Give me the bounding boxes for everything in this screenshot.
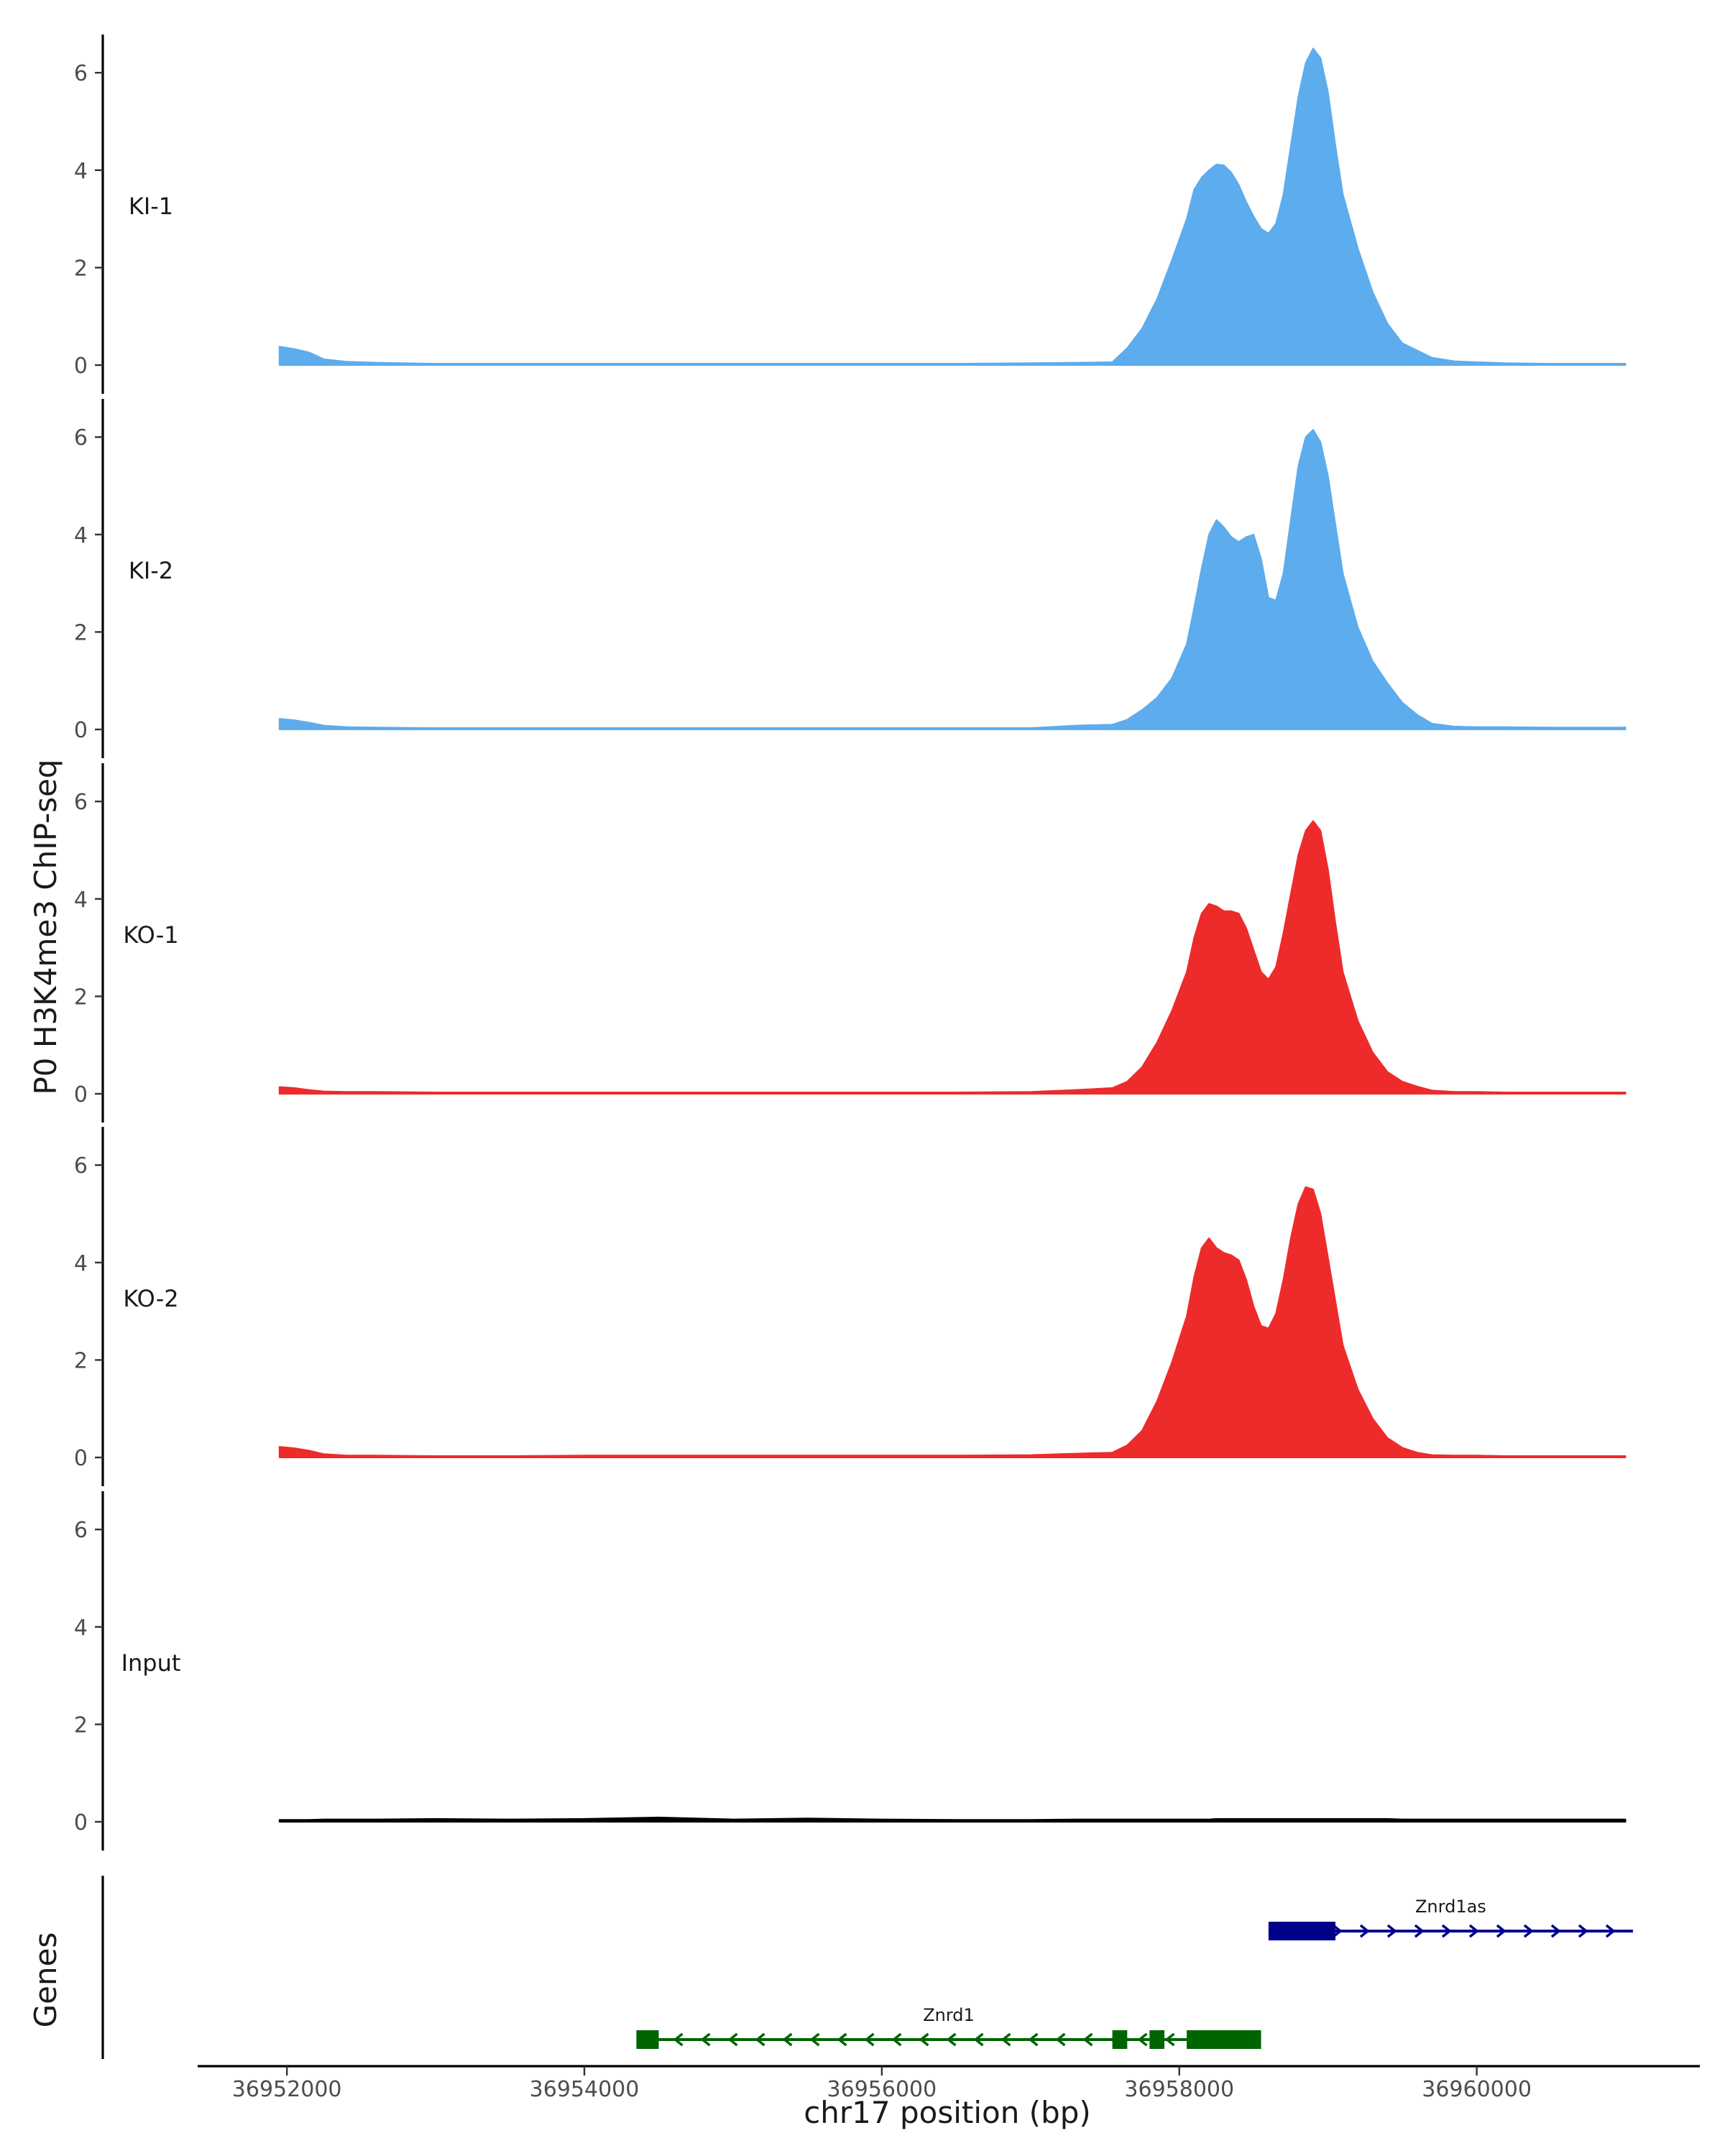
signal-area-ko-1 xyxy=(278,820,1627,1095)
gene-annotation-panel: Znrd1as Znrd1 xyxy=(101,1876,1633,2059)
strand-arrow xyxy=(1082,2032,1093,2047)
y-tick-label: 2 xyxy=(74,985,88,1010)
strand-arrow xyxy=(1137,2032,1148,2047)
strand-arrow xyxy=(1028,2032,1039,2047)
strand-arrow xyxy=(919,2032,929,2047)
y-tick-label: 4 xyxy=(74,1616,88,1641)
y-tick-label: 0 xyxy=(74,1810,88,1835)
strand-arrow xyxy=(1605,1924,1616,1938)
x-axis: 36952000 36954000 36956000 36958000 36960000 xyxy=(198,2065,1700,2102)
strand-arrow xyxy=(1386,1924,1397,1938)
strand-arrow xyxy=(727,2032,738,2047)
gene-znrd1as: Znrd1as xyxy=(1268,1897,1633,1940)
y-tick-label: 2 xyxy=(74,1713,88,1738)
y-tick-label: 4 xyxy=(74,523,88,548)
track-ki-2: 0 2 4 6 KI-2 xyxy=(74,399,1627,758)
track-ko-2: 0 2 4 6 KO-2 xyxy=(74,1127,1627,1486)
strand-arrow xyxy=(782,2032,793,2047)
x-tick-label: 36958000 xyxy=(1124,2077,1234,2102)
track-label: KO-1 xyxy=(123,921,178,949)
gene-name-label: Znrd1 xyxy=(923,2005,975,2025)
gene-exon xyxy=(636,2030,659,2049)
gene-exon xyxy=(1268,1922,1336,1940)
gene-exon xyxy=(1112,2030,1128,2049)
strand-arrow xyxy=(1000,2032,1011,2047)
y-tick-label: 2 xyxy=(74,620,88,645)
strand-arrow xyxy=(700,2032,711,2047)
y-tick-label: 6 xyxy=(74,425,88,451)
track-label: KI-2 xyxy=(129,557,173,584)
strand-arrow xyxy=(946,2032,957,2047)
strand-arrow xyxy=(1468,1924,1479,1938)
x-tick-label: 36954000 xyxy=(530,2077,640,2102)
y-tick-label: 0 xyxy=(74,1446,88,1471)
strand-arrow xyxy=(1414,1924,1425,1938)
x-tick-label: 36960000 xyxy=(1422,2077,1532,2102)
strand-arrow xyxy=(973,2032,984,2047)
y-tick-label: 6 xyxy=(74,1518,88,1543)
x-tick-label: 36952000 xyxy=(232,2077,342,2102)
gene-exon xyxy=(1187,2030,1261,2049)
signal-area-ki-2 xyxy=(278,429,1627,730)
x-axis-title: chr17 position (bp) xyxy=(804,2095,1091,2130)
y-tick-label: 4 xyxy=(74,1251,88,1276)
y-tick-label: 6 xyxy=(74,61,88,86)
strand-arrow xyxy=(673,2032,684,2047)
strand-arrow xyxy=(1359,1924,1370,1938)
y-tick-label: 4 xyxy=(74,159,88,184)
track-input: 0 2 4 6 Input xyxy=(74,1491,1627,1851)
gene-znrd1: Znrd1 xyxy=(636,2005,1261,2049)
y-tick-label: 2 xyxy=(74,256,88,281)
y-tick-label: 0 xyxy=(74,718,88,743)
track-label: KI-1 xyxy=(129,193,173,220)
y-tick-label: 4 xyxy=(74,888,88,913)
signal-area-ki-1 xyxy=(278,47,1627,366)
strand-arrow xyxy=(1332,1924,1343,1938)
genes-panel-title: Genes xyxy=(28,1932,63,2028)
signal-area-ko-2 xyxy=(278,1186,1627,1458)
y-axis-title: P0 H3K4me3 ChIP-seq xyxy=(28,759,63,1095)
y-tick-label: 6 xyxy=(74,790,88,815)
strand-arrow xyxy=(864,2032,875,2047)
strand-arrow xyxy=(809,2032,820,2047)
track-ko-1: 0 2 4 6 KO-1 xyxy=(74,763,1627,1123)
gene-name-label: Znrd1as xyxy=(1415,1897,1486,1917)
strand-arrow xyxy=(837,2032,847,2047)
gene-exon xyxy=(1149,2030,1165,2049)
track-label: Input xyxy=(121,1649,181,1677)
y-tick-label: 0 xyxy=(74,1082,88,1107)
strand-arrow xyxy=(1523,1924,1534,1938)
strand-arrow xyxy=(1055,2032,1066,2047)
strand-arrow xyxy=(1550,1924,1561,1938)
strand-arrow xyxy=(755,2032,765,2047)
strand-arrow xyxy=(1164,2032,1175,2047)
signal-tracks: 0 2 4 6 KI-1 0 2 4 6 KI-2 0 2 4 6 KO-1 0 2 4 6 KO-2 0 2 4 6 Inpu… xyxy=(74,34,1627,1851)
strand-arrow xyxy=(1496,1924,1506,1938)
track-ki-1: 0 2 4 6 KI-1 xyxy=(74,34,1627,394)
x-tick-label: 36956000 xyxy=(827,2077,937,2102)
strand-arrow xyxy=(1441,1924,1452,1938)
y-tick-label: 2 xyxy=(74,1348,88,1373)
strand-arrow xyxy=(891,2032,902,2047)
y-tick-label: 0 xyxy=(74,354,88,379)
y-tick-label: 6 xyxy=(74,1153,88,1179)
track-label: KO-2 xyxy=(123,1285,178,1312)
strand-arrow xyxy=(1578,1924,1588,1938)
signal-area-input xyxy=(278,1816,1627,1823)
